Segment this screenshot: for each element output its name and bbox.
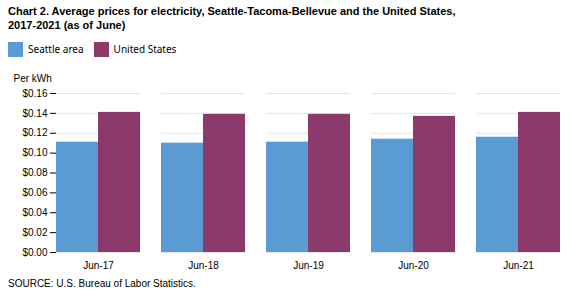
html-text:Chart 2. Average prices for el: Chart 2. Average prices for electricity,… <box>8 5 456 32</box>
html-text:Seattle area: Seattle area <box>28 42 84 57</box>
svg-text:$0.16: $0.16 <box>22 87 47 98</box>
svg-text:$0.10: $0.10 <box>22 147 47 158</box>
svg-text:Jun-21: Jun-21 <box>503 259 534 270</box>
svg-text:Jun-19: Jun-19 <box>293 259 324 270</box>
svg-text:Jun-18: Jun-18 <box>188 259 219 270</box>
svg-text:Jun-20: Jun-20 <box>398 259 429 270</box>
svg-text:$0.08: $0.08 <box>22 167 47 178</box>
svg-text:$0.14: $0.14 <box>22 107 47 118</box>
svg-text:$0.06: $0.06 <box>22 187 47 198</box>
html-text:SOURCE: U.S. Bureau of Labor S: SOURCE: U.S. Bureau of Labor Statistics. <box>8 277 196 289</box>
svg-text:$0.02: $0.02 <box>22 226 47 237</box>
svg-text:$0.12: $0.12 <box>22 127 47 138</box>
svg-text:Jun-17: Jun-17 <box>83 259 114 270</box>
svg-text:Per kWh: Per kWh <box>14 72 52 83</box>
svg-text:$0.00: $0.00 <box>22 246 47 257</box>
html-text:United States: United States <box>113 42 177 57</box>
svg-text:$0.04: $0.04 <box>22 207 47 218</box>
